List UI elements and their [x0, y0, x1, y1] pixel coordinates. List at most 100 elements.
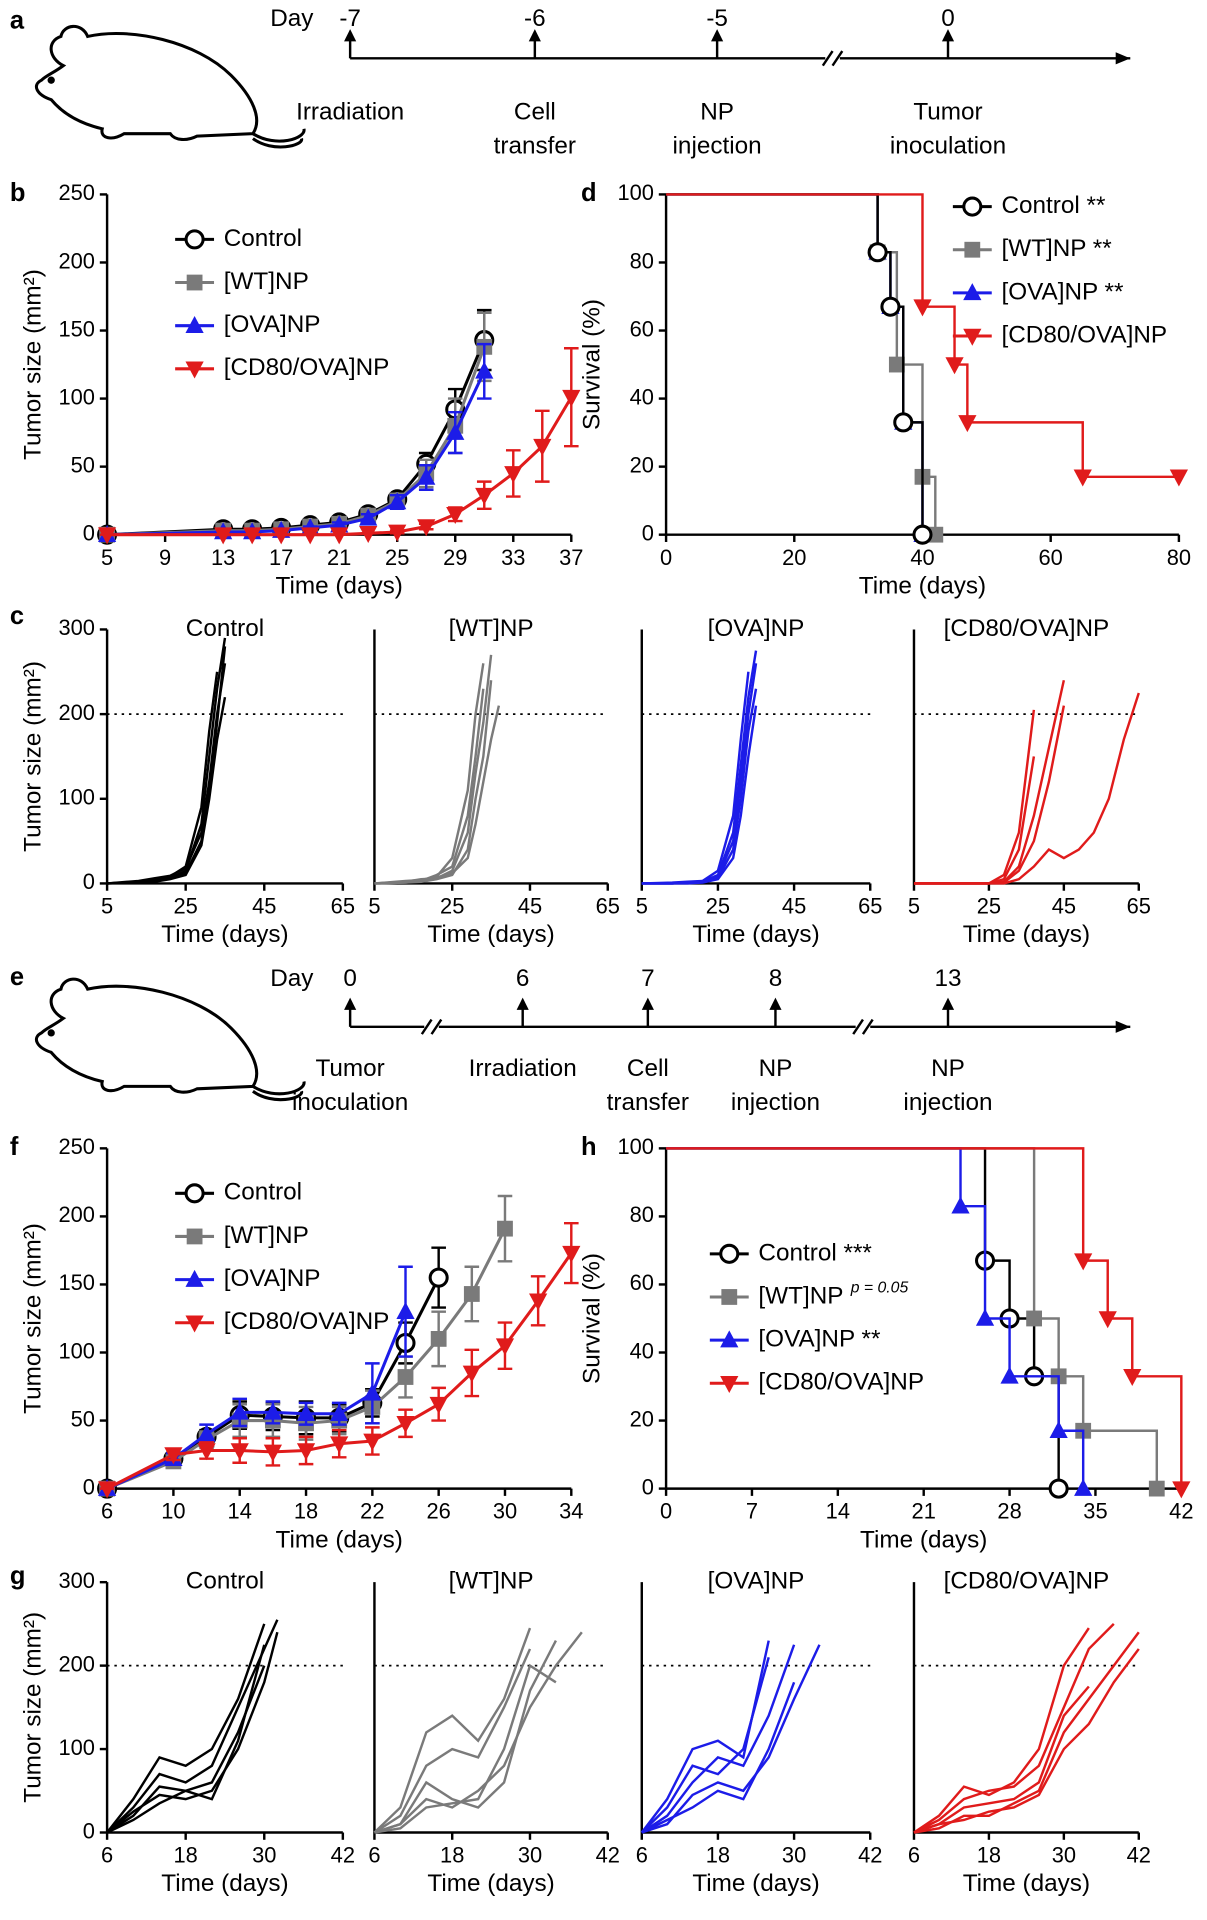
- marker: [888, 356, 905, 373]
- x-tick-label: 25: [440, 894, 464, 919]
- panel-label: f: [10, 1133, 19, 1161]
- x-tick-label: 6: [101, 1499, 113, 1524]
- series-line: [913, 1648, 1140, 1834]
- marker: [243, 527, 262, 545]
- marker: [230, 1443, 249, 1461]
- legend-marker: [721, 1289, 738, 1305]
- x-tick-label: 60: [1039, 545, 1063, 570]
- timeline-day-label: Day: [270, 5, 314, 32]
- timeline-tick-arrow: [941, 997, 955, 1010]
- timeline-event-label: injection: [673, 132, 762, 159]
- legend-label: Control: [224, 1179, 302, 1206]
- x-axis-label: Time (days): [860, 1526, 987, 1553]
- x-tick-label: 42: [331, 1843, 355, 1868]
- x-tick-label: 26: [427, 1499, 451, 1524]
- timeline-day: -6: [524, 5, 546, 32]
- x-tick-label: 30: [493, 1499, 517, 1524]
- y-tick-label: 20: [630, 452, 654, 477]
- legend-label: Control ***: [758, 1239, 872, 1266]
- legend-marker: [963, 283, 982, 301]
- survival-step: [1034, 1317, 1060, 1377]
- y-tick-label: 40: [630, 1338, 654, 1363]
- series-line: [640, 1640, 770, 1834]
- axis-break-gap: [424, 1023, 439, 1031]
- marker: [417, 467, 436, 485]
- legend-marker: [963, 328, 982, 346]
- survival-step: [666, 1147, 1085, 1261]
- survival-step: [1107, 1317, 1134, 1377]
- x-tick-label: 40: [910, 545, 934, 570]
- timeline-event-label: Tumor: [913, 98, 982, 125]
- axis-break: [831, 50, 844, 67]
- x-axis-label: Time (days): [859, 572, 986, 599]
- y-tick-label: 0: [83, 1818, 95, 1843]
- marker: [1048, 1478, 1069, 1499]
- timeline-event-label: transfer: [607, 1089, 689, 1116]
- survival-step: [666, 193, 879, 253]
- y-tick-label: 0: [83, 869, 95, 894]
- x-tick-label: 30: [518, 1843, 542, 1868]
- marker: [1074, 1478, 1093, 1496]
- marker: [958, 415, 977, 433]
- y-tick-label: 100: [58, 384, 94, 409]
- series-line: [641, 1644, 821, 1834]
- timeline-tick-arrow: [344, 997, 357, 1010]
- legend-label: [WT]NP **: [1001, 235, 1112, 262]
- y-axis-label: Tumor size (mm²): [20, 269, 47, 460]
- y-tick-label: 40: [630, 384, 654, 409]
- legend-marker: [185, 1315, 204, 1333]
- x-tick-label: 6: [101, 1843, 113, 1868]
- y-tick-label: 0: [642, 1474, 654, 1499]
- x-axis-label: Time (days): [161, 921, 288, 948]
- series-line: [641, 1681, 796, 1834]
- series-line: [106, 1311, 407, 1490]
- series-line: [107, 671, 219, 885]
- x-axis-label: Time (days): [276, 572, 403, 599]
- x-tick-label: 18: [977, 1843, 1001, 1868]
- timeline-event-label: injection: [731, 1089, 820, 1116]
- marker: [296, 1404, 316, 1422]
- survival-step: [954, 363, 969, 423]
- marker: [529, 1293, 548, 1311]
- x-tick-label: 45: [252, 894, 276, 919]
- marker: [912, 524, 933, 545]
- series-line: [374, 705, 501, 885]
- y-tick-label: 100: [58, 1735, 94, 1760]
- series-line: [374, 1631, 583, 1834]
- x-tick-label: 30: [782, 1843, 806, 1868]
- x-tick-label: 30: [252, 1843, 276, 1868]
- chart: 0 100 200 300 6 18 30 42 Time (days) Tumor size (…: [20, 1568, 355, 1898]
- series-line: [913, 1623, 1115, 1834]
- series-line: [106, 1623, 266, 1834]
- x-tick-label: 65: [331, 894, 355, 919]
- y-tick-label: 100: [617, 180, 653, 205]
- x-tick-label: 42: [1127, 1843, 1151, 1868]
- marker: [1148, 1480, 1165, 1497]
- axis-break: [861, 1018, 874, 1035]
- timeline-tick-arrow: [711, 29, 724, 42]
- timeline-day-label: Day: [270, 965, 314, 992]
- chart: 6 18 30 42 Time (days) [OVA]NP: [636, 1568, 883, 1898]
- survival-step: [922, 305, 956, 365]
- marker: [562, 1245, 581, 1263]
- legend-marker: [185, 1269, 204, 1287]
- chart-title: [CD80/OVA]NP: [944, 1568, 1110, 1595]
- marker: [430, 1330, 447, 1347]
- axis-break: [852, 1018, 864, 1035]
- timeline-day: 13: [934, 965, 961, 992]
- x-tick-label: 6: [636, 1843, 648, 1868]
- legend-label: [WT]NP: [224, 268, 309, 295]
- series-line: [913, 680, 1066, 885]
- marker: [363, 1433, 382, 1451]
- y-tick-label: 80: [630, 1202, 654, 1227]
- legend-marker: [964, 241, 981, 258]
- y-tick-label: 20: [630, 1406, 654, 1431]
- marker: [495, 1338, 515, 1356]
- x-tick-label: 20: [782, 545, 806, 570]
- y-tick-label: 0: [83, 520, 95, 545]
- marker: [1049, 1421, 1068, 1439]
- timeline-event-label: injection: [903, 1089, 992, 1116]
- x-tick-label: 34: [559, 1499, 583, 1524]
- series-line: [374, 680, 493, 885]
